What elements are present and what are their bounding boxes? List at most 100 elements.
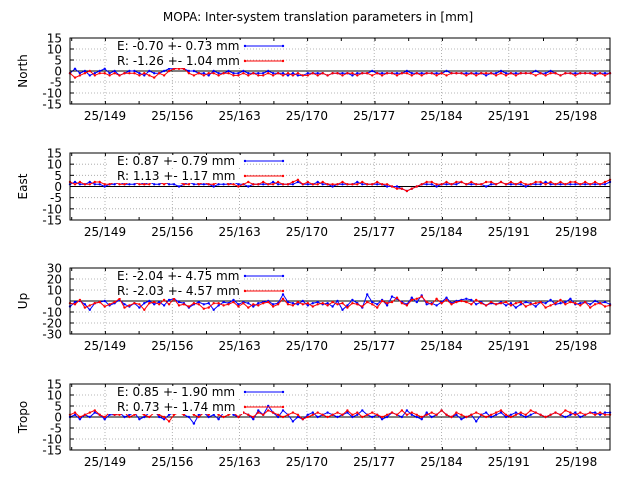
data-point-e: [539, 183, 542, 186]
data-point-r: [539, 413, 542, 416]
data-point-e: [425, 303, 428, 306]
data-point-r: [83, 413, 87, 416]
data-point-e: [286, 300, 290, 304]
data-point-r: [153, 76, 156, 79]
data-point-r: [222, 304, 225, 307]
data-point-r: [257, 411, 260, 414]
data-point-e: [415, 300, 418, 304]
data-point-r: [88, 411, 92, 414]
data-point-e: [197, 413, 200, 416]
x-tick-label: 25/163: [218, 339, 260, 353]
data-point-r: [78, 298, 82, 302]
data-point-r: [177, 67, 181, 71]
data-point-r: [311, 413, 314, 416]
data-point-e: [385, 415, 389, 419]
data-point-e: [316, 415, 319, 419]
data-point-r: [123, 306, 126, 309]
data-point-e: [212, 185, 215, 188]
data-point-r: [514, 413, 518, 416]
data-point-e: [103, 185, 106, 188]
data-point-r: [262, 180, 265, 184]
data-point-e: [133, 69, 136, 73]
data-point-e: [316, 180, 319, 184]
data-point-r: [341, 74, 344, 77]
data-point-r: [336, 72, 339, 75]
data-point-r: [465, 415, 468, 419]
data-point-r: [509, 304, 513, 307]
data-point-r: [480, 413, 483, 416]
data-point-e: [93, 183, 97, 186]
data-point-r: [371, 303, 374, 306]
data-point-e: [98, 69, 101, 73]
y-tick-label: 20: [47, 273, 62, 287]
data-point-r: [227, 72, 230, 75]
data-point-r: [267, 183, 270, 186]
data-point-e: [167, 298, 171, 302]
data-point-e: [425, 411, 428, 414]
data-point-e: [167, 413, 171, 416]
data-point-r: [271, 411, 275, 414]
data-point-e: [88, 415, 92, 419]
y-tick-label: 5: [54, 400, 62, 414]
x-tick-label: 25/198: [555, 225, 597, 239]
data-point-r: [242, 183, 245, 186]
data-point-e: [603, 183, 607, 186]
data-point-r: [430, 180, 433, 184]
data-point-e: [93, 411, 97, 414]
data-point-r: [331, 72, 334, 75]
data-point-e: [232, 413, 235, 416]
y-tick-label: 10: [47, 43, 62, 57]
data-point-e: [519, 303, 522, 306]
data-point-r: [291, 74, 295, 77]
data-point-e: [351, 415, 354, 419]
y-axis-label: Up: [16, 293, 30, 309]
data-point-e: [380, 418, 384, 421]
legend-label-r: R: -2.03 +- 4.57 mm: [117, 284, 240, 298]
data-point-r: [410, 187, 413, 190]
data-point-e: [559, 302, 562, 305]
data-point-r: [197, 303, 200, 306]
data-point-e: [281, 293, 285, 296]
data-point-r: [460, 180, 463, 184]
data-point-r: [182, 413, 186, 416]
data-point-e: [167, 67, 171, 71]
data-point-r: [143, 413, 146, 416]
data-point-e: [153, 72, 156, 75]
data-point-r: [321, 72, 324, 75]
data-point-r: [316, 183, 319, 186]
data-point-r: [316, 303, 319, 306]
data-point-r: [598, 183, 602, 186]
data-point-r: [494, 411, 498, 414]
data-point-r: [202, 74, 205, 77]
data-point-r: [589, 306, 592, 309]
data-point-r: [420, 183, 423, 186]
data-point-r: [267, 72, 270, 75]
legend-swatch-point: [243, 390, 247, 394]
data-point-r: [197, 415, 200, 419]
data-point-r: [351, 72, 354, 75]
data-point-e: [509, 183, 513, 186]
data-point-e: [153, 183, 156, 186]
data-point-r: [455, 300, 458, 304]
data-point-e: [281, 409, 285, 412]
data-point-r: [212, 183, 215, 186]
data-point-r: [286, 183, 290, 186]
data-point-e: [569, 297, 572, 300]
data-point-e: [465, 297, 468, 300]
data-point-e: [73, 67, 77, 71]
data-point-r: [371, 183, 374, 186]
data-point-e: [316, 300, 319, 304]
data-point-r: [593, 180, 597, 184]
data-point-r: [172, 297, 176, 300]
data-point-r: [281, 297, 285, 300]
data-point-r: [524, 183, 527, 186]
data-point-r: [336, 411, 339, 414]
data-point-r: [371, 74, 374, 77]
data-point-e: [544, 72, 547, 75]
x-tick-label: 25/191: [488, 455, 530, 469]
data-point-r: [291, 180, 295, 184]
data-point-e: [504, 304, 508, 307]
data-point-e: [579, 302, 582, 305]
data-point-r: [445, 298, 448, 302]
data-point-r: [262, 302, 265, 305]
